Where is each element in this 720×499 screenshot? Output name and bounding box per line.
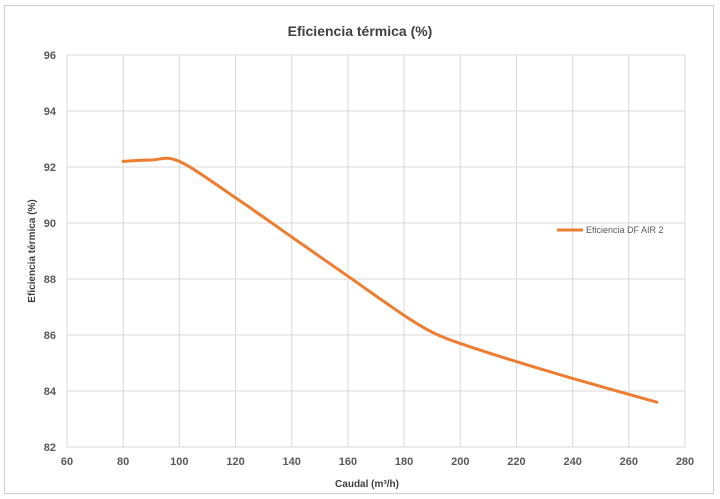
y-tick-label: 88 <box>44 274 56 286</box>
y-tick-label: 90 <box>44 218 56 230</box>
y-tick-label: 84 <box>44 386 57 398</box>
y-tick-label: 86 <box>44 330 56 342</box>
x-tick-label: 220 <box>507 456 525 468</box>
legend-label: Eficiencia DF AIR 2 <box>586 225 664 235</box>
legend: Eficiencia DF AIR 2 <box>557 225 664 235</box>
y-tick-label: 92 <box>44 162 56 174</box>
y-axis-title: Eficiencia térmica (%) <box>27 199 38 302</box>
y-tick-label: 96 <box>44 50 56 62</box>
x-tick-label: 280 <box>676 456 694 468</box>
x-tick-label: 120 <box>226 456 244 468</box>
x-tick-label: 60 <box>61 456 73 468</box>
y-tick-label: 94 <box>44 106 57 118</box>
x-tick-label: 160 <box>339 456 357 468</box>
gridlines <box>66 54 686 448</box>
series-layer <box>121 156 659 404</box>
x-tick-label: 260 <box>620 456 638 468</box>
y-axis-ticks: 82 84 86 88 90 92 94 96 <box>44 50 57 454</box>
x-axis-title: Caudal (m³/h) <box>335 479 399 490</box>
y-tick-label: 82 <box>44 442 56 454</box>
x-tick-label: 140 <box>283 456 301 468</box>
x-tick-label: 180 <box>395 456 413 468</box>
x-tick-label: 200 <box>451 456 469 468</box>
x-tick-label: 240 <box>563 456 581 468</box>
x-axis-ticks: 60 80 100 120 140 160 180 200 220 240 260 280 <box>61 456 694 468</box>
x-tick-label: 80 <box>117 456 129 468</box>
chart-area <box>4 5 714 494</box>
series-line <box>121 156 659 404</box>
chart-title: Eficiencia térmica (%) <box>288 23 433 39</box>
x-tick-label: 100 <box>170 456 188 468</box>
